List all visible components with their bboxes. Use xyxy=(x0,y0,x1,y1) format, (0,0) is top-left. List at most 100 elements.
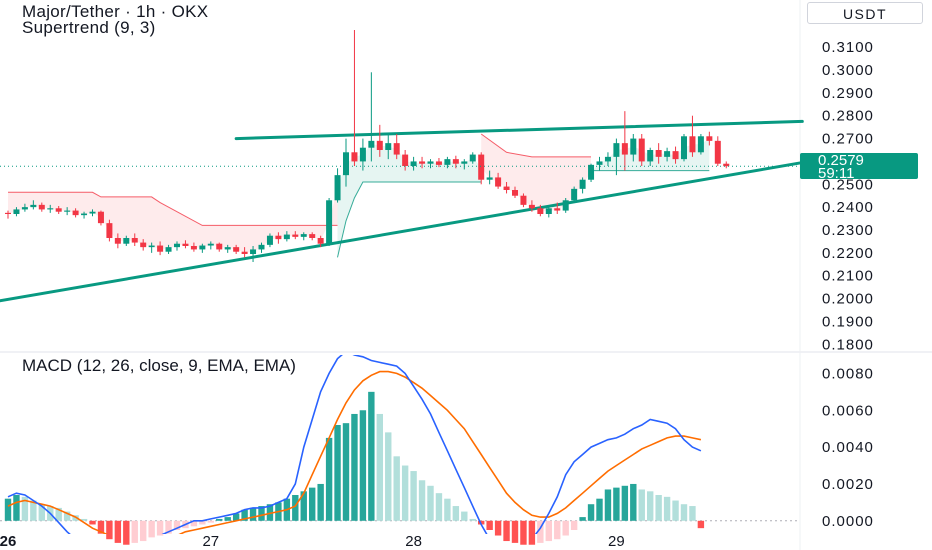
candle-body xyxy=(39,205,45,210)
candle-body xyxy=(377,141,383,150)
candle xyxy=(715,136,721,166)
time-axis-tick: 28 xyxy=(405,533,422,550)
price-axis-tick: 0.2700 xyxy=(822,131,874,148)
price-axis-tick: 0.3100 xyxy=(822,39,874,56)
macd-histogram-bar xyxy=(622,486,628,521)
macd-histogram-bar xyxy=(470,519,476,521)
candle-body xyxy=(30,205,36,207)
macd-histogram-bar xyxy=(495,521,501,536)
macd-histogram-bar xyxy=(436,493,442,521)
candle-body xyxy=(537,208,543,214)
macd-histogram-bar xyxy=(419,480,425,521)
time-axis-tick: 29 xyxy=(608,533,625,550)
macd-histogram-bar xyxy=(148,521,154,538)
candle-body xyxy=(597,161,603,164)
candle-body xyxy=(216,244,222,250)
candle-body xyxy=(504,187,510,190)
candle-body xyxy=(90,212,96,214)
macd-axis-tick: 0.0060 xyxy=(822,402,874,419)
last-price-tag: 0.2579 59:11 xyxy=(800,153,918,179)
candle-body xyxy=(284,235,290,240)
macd-histogram-bar xyxy=(115,521,121,543)
macd-histogram-bar xyxy=(571,521,577,530)
candle-body xyxy=(461,161,467,163)
candle-body xyxy=(715,141,721,164)
candle xyxy=(335,168,341,202)
candle-body xyxy=(630,139,636,155)
macd-axis-tick: 0.0000 xyxy=(822,513,874,530)
candle xyxy=(580,177,586,193)
candle-body xyxy=(428,161,434,163)
candle-body xyxy=(588,165,594,180)
macd-histogram-bar xyxy=(486,521,492,530)
macd-histogram-bar xyxy=(208,521,214,523)
macd-histogram-bar xyxy=(368,392,374,521)
candle-body xyxy=(318,238,324,244)
candle-body xyxy=(681,136,687,159)
macd-indicator-label[interactable]: MACD (12, 26, close, 9, EMA, EMA) xyxy=(22,356,296,376)
price-axis-tick: 0.2100 xyxy=(822,268,874,285)
candle-body xyxy=(5,213,11,214)
candle-body xyxy=(470,155,476,162)
candle xyxy=(571,187,577,203)
candle-body xyxy=(267,236,273,245)
candle-body xyxy=(478,155,484,180)
candle-body xyxy=(98,212,104,223)
macd-histogram-bar xyxy=(377,414,383,521)
candle-body xyxy=(208,244,214,246)
candle-body xyxy=(495,177,501,186)
candle-body xyxy=(47,208,53,209)
time-axis-tick: 27 xyxy=(202,533,219,550)
candle-body xyxy=(546,208,552,214)
macd-histogram-bar xyxy=(461,512,467,521)
candle-body xyxy=(411,161,417,166)
macd-histogram-bar xyxy=(351,414,357,521)
supertrend-fill xyxy=(8,188,338,253)
candle-body xyxy=(81,214,87,216)
candle-body xyxy=(647,150,653,161)
time-axis-tick: 26 xyxy=(0,533,16,550)
candle xyxy=(478,152,484,184)
macd-histogram-bar xyxy=(123,521,129,545)
candle-body xyxy=(351,152,357,161)
price-axis-tick: 0.2900 xyxy=(822,85,874,102)
macd-histogram-bar xyxy=(672,501,678,521)
candle-body xyxy=(182,244,188,246)
macd-histogram-bar xyxy=(529,521,535,545)
macd-histogram-bar xyxy=(698,521,704,528)
currency-unit-button[interactable]: USDT xyxy=(807,2,923,24)
macd-histogram-bar xyxy=(588,504,594,521)
candle-body xyxy=(529,205,535,208)
candle-body xyxy=(166,247,172,252)
macd-histogram-bar xyxy=(106,521,112,539)
candle-body xyxy=(157,246,163,252)
candle-body xyxy=(199,246,205,250)
candle-body xyxy=(419,161,425,163)
macd-histogram-bar xyxy=(554,521,560,539)
resistance-trendline xyxy=(236,121,802,138)
candle xyxy=(216,243,222,252)
candle-body xyxy=(275,236,281,239)
candle-body xyxy=(512,190,518,196)
candle-body xyxy=(149,246,155,248)
candle-body xyxy=(335,175,341,200)
candle-body xyxy=(385,143,391,150)
candle-body xyxy=(487,177,493,179)
candle-body xyxy=(64,211,70,212)
candle xyxy=(351,30,357,166)
price-axis-tick: 0.2800 xyxy=(822,108,874,125)
candle-body xyxy=(402,155,408,166)
candle-body xyxy=(622,143,628,154)
candle-body xyxy=(73,211,79,216)
candle-body xyxy=(580,180,586,189)
macd-histogram-bar xyxy=(647,491,653,520)
supertrend-indicator-label[interactable]: Supertrend (9, 3) xyxy=(22,18,156,38)
macd-histogram-bar xyxy=(402,466,408,521)
macd-axis-tick: 0.0040 xyxy=(822,439,874,456)
macd-histogram-bar xyxy=(385,432,391,520)
macd-histogram-bar xyxy=(512,521,518,543)
macd-histogram-bar xyxy=(427,486,433,521)
macd-histogram-bar xyxy=(216,519,222,521)
candle-body xyxy=(520,196,526,205)
